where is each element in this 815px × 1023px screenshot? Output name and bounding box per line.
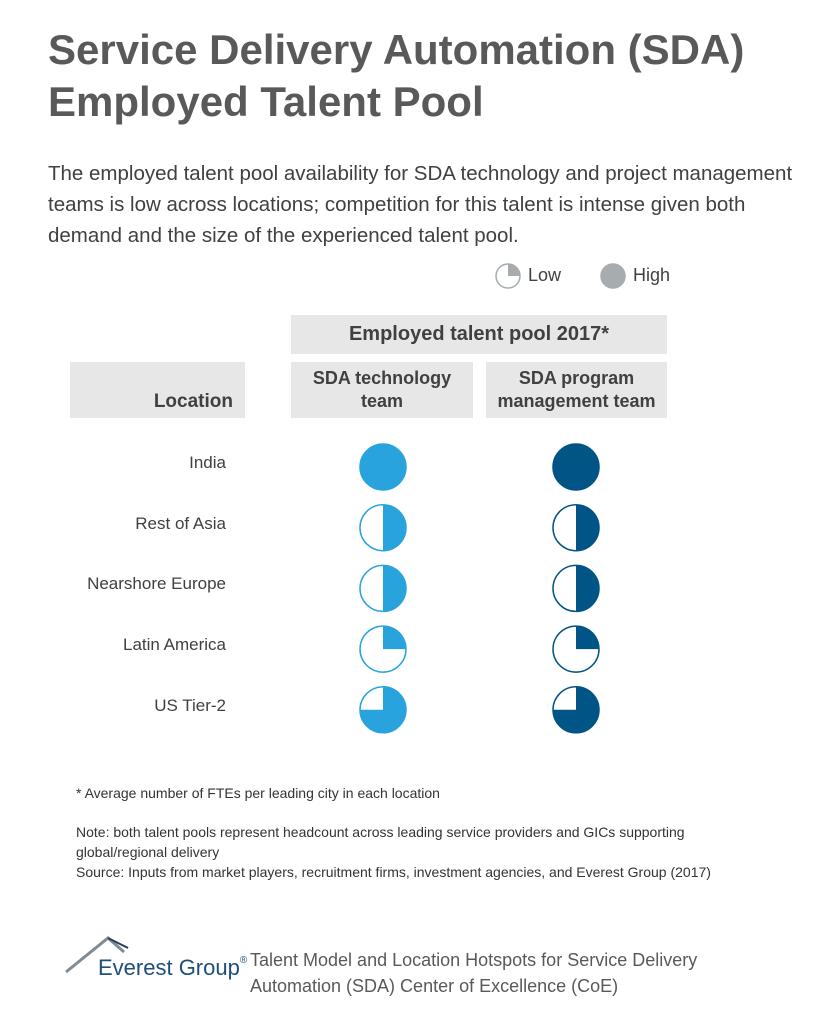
ball-fill (576, 504, 599, 551)
ball-outline (552, 443, 600, 491)
location: India (189, 453, 226, 472)
ball-fill (360, 686, 406, 733)
legend-label: High (633, 265, 671, 285)
harvey-ball (495, 263, 521, 289)
location: Nearshore Europe (87, 574, 226, 594)
column-header: SDA program management team (486, 362, 667, 418)
ball-fill (553, 686, 599, 733)
source: Source: Inputs from market players, recr… (76, 864, 711, 880)
title: Employed Talent Pool (48, 78, 484, 125)
location-header: Location (70, 362, 245, 418)
harvey-ball (359, 564, 407, 613)
location: US Tier-2 (154, 695, 226, 715)
harvey-ball (552, 564, 600, 613)
harvey-ball (359, 503, 407, 552)
ball-fill (383, 626, 406, 650)
harvey-ball (552, 443, 600, 491)
harvey-ball (359, 443, 407, 491)
ball-fill (383, 565, 406, 612)
title: Service Delivery Automation (SDA) (48, 26, 745, 73)
legend-label: Low (528, 265, 562, 285)
footnote: * Average number of FTEs per leading cit… (76, 785, 440, 801)
note: Note: both talent pools represent headco… (76, 824, 685, 860)
location: Rest of Asia (135, 513, 226, 533)
ball-fill (508, 264, 520, 276)
logo-peak (107, 937, 129, 949)
column-header: SDA technology team (291, 362, 473, 418)
logo: Everest Group® (98, 955, 247, 981)
footer-text: Talent Model and Location Hotspots for S… (250, 950, 698, 996)
harvey-ball (552, 686, 600, 734)
harvey-ball (359, 625, 407, 673)
harvey-ball (552, 625, 600, 673)
location: Latin America (123, 635, 226, 655)
ball-fill (576, 626, 599, 650)
harvey-ball (552, 503, 600, 552)
harvey-ball (359, 686, 407, 734)
logo-mark: ® (239, 955, 248, 966)
ball-fill (576, 565, 599, 612)
ball-fill (383, 504, 406, 551)
ball-outline (359, 443, 407, 491)
harvey-ball (600, 263, 626, 289)
group-header: Employed talent pool 2017* (291, 315, 667, 354)
ball-outline (600, 263, 626, 289)
logo-name: Everest Group (98, 955, 240, 980)
subtitle: The employed talent pool availability fo… (48, 162, 793, 247)
